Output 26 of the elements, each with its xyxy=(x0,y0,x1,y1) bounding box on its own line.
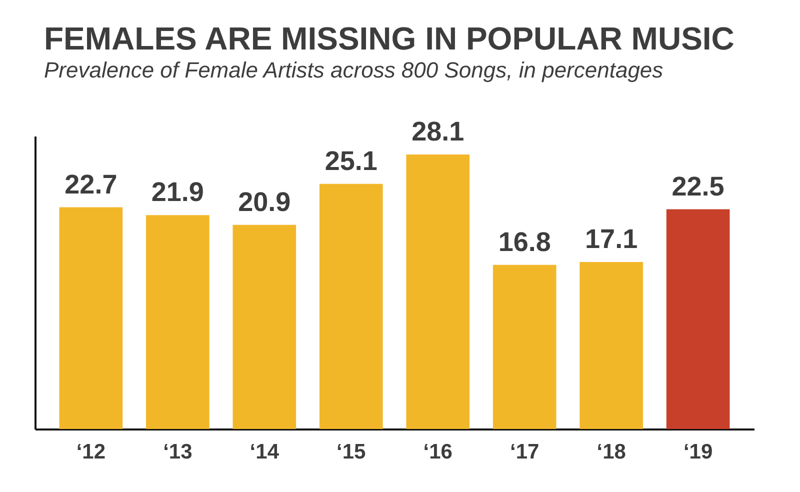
bar xyxy=(59,207,123,429)
bar xyxy=(232,224,296,429)
data-label: 21.9 xyxy=(151,177,204,208)
bar xyxy=(580,262,643,429)
x-tick-label: ‘13 xyxy=(163,440,192,464)
x-tick-label: ‘17 xyxy=(510,440,540,464)
x-tick-label: ‘16 xyxy=(423,440,452,464)
x-tick-label: ‘18 xyxy=(596,440,626,464)
bar xyxy=(492,264,556,429)
x-tick-label: ‘15 xyxy=(336,440,366,464)
data-label: 25.1 xyxy=(324,146,378,176)
data-label: 22.7 xyxy=(64,169,118,200)
chart-title: FEMALES ARE MISSING IN POPULAR MUSIC xyxy=(44,20,734,57)
data-label: 28.1 xyxy=(412,116,464,147)
x-tick-label: ‘19 xyxy=(683,440,713,464)
data-label: 20.9 xyxy=(238,186,291,217)
bar xyxy=(146,215,210,429)
x-tick-label: ‘14 xyxy=(250,440,280,464)
bar xyxy=(406,154,470,429)
data-label: 17.1 xyxy=(585,224,638,254)
x-tick-label: ‘12 xyxy=(76,440,106,464)
bar xyxy=(666,209,730,429)
data-label: 22.5 xyxy=(672,171,724,202)
data-label: 16.8 xyxy=(498,226,551,257)
bar xyxy=(319,184,383,429)
chart-subtitle: Prevalence of Female Artists across 800 Songs, in percentages xyxy=(44,58,664,83)
